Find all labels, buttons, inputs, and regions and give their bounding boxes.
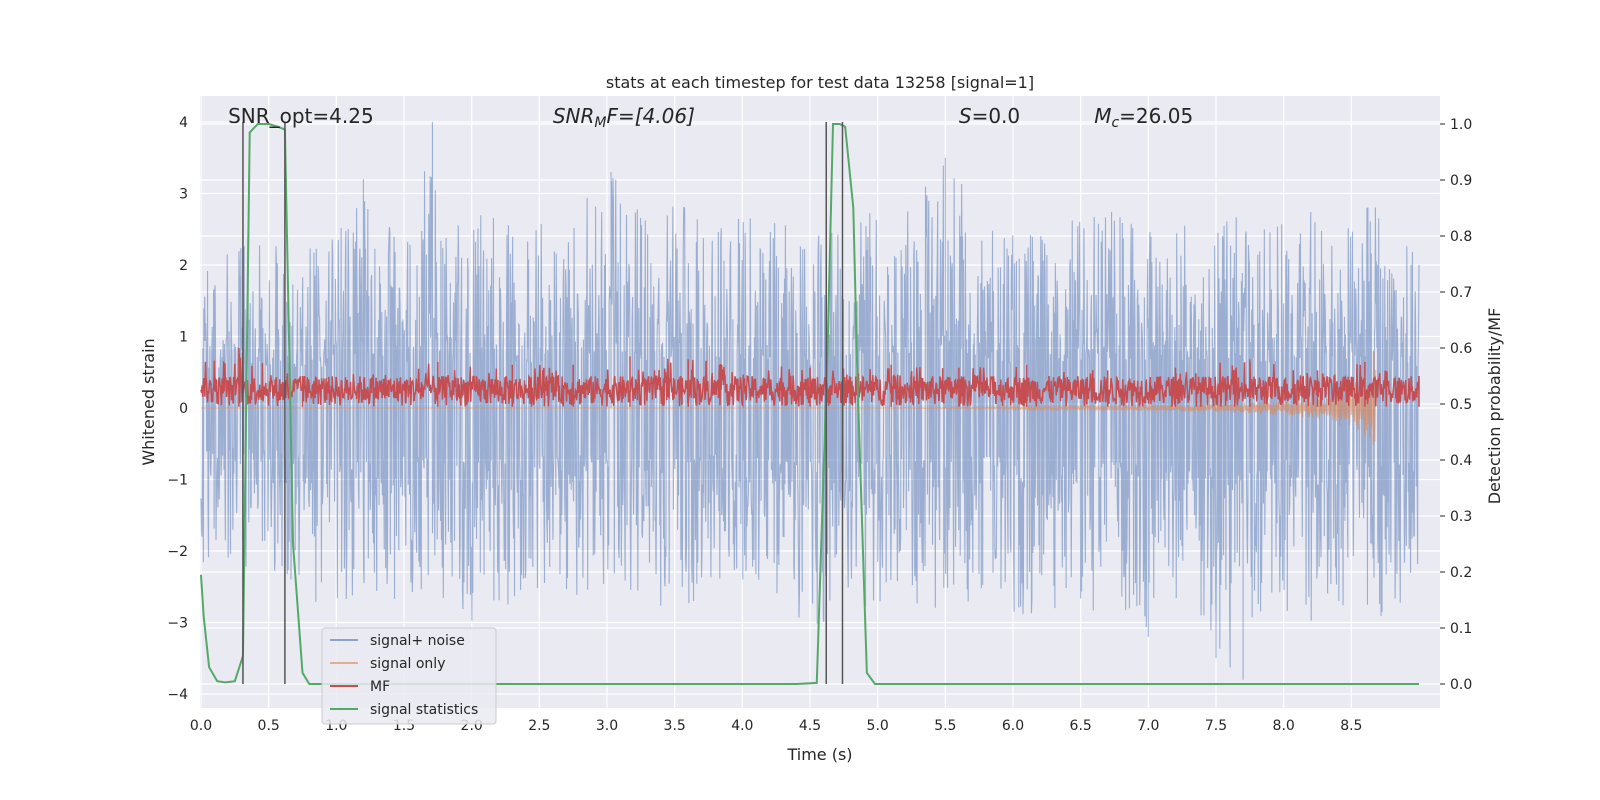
x-tick-label: 0.5 xyxy=(258,718,280,734)
y-left-tick-label: 0 xyxy=(179,401,188,417)
annotations: SNR_opt=4.25 SNRMF=[4.06] S=0.0 Mc=26.05 xyxy=(228,104,1193,131)
x-axis-label: Time (s) xyxy=(786,745,852,764)
x-tick-label: 6.0 xyxy=(1002,718,1024,734)
y-right-tick-label: 0.5 xyxy=(1450,397,1472,413)
x-tick-label: 4.5 xyxy=(799,718,821,734)
chart-title: stats at each timestep for test data 132… xyxy=(606,73,1034,92)
y-left-tick-label: −4 xyxy=(167,687,188,703)
series-signal-only xyxy=(201,352,1377,446)
annotation-snr-opt: SNR_opt=4.25 xyxy=(228,104,374,128)
y-right-tick-labels: 1.0 0.9 0.8 0.7 0.6 0.5 0.4 0.3 0.2 0.1 0.0 xyxy=(1440,117,1472,693)
y-right-tick-label: 1.0 xyxy=(1450,117,1472,133)
y-left-tick-label: 3 xyxy=(179,187,188,203)
x-tick-label: 4.0 xyxy=(731,718,753,734)
y-right-tick-label: 0.4 xyxy=(1450,453,1472,469)
y-right-tick-label: 0.8 xyxy=(1450,229,1472,245)
y-left-tick-labels: 4 3 2 1 0 −1 −2 −3 −4 xyxy=(167,115,188,703)
y-axis-label: Whitened strain xyxy=(139,338,158,465)
y-right-tick-label: 0.0 xyxy=(1450,677,1472,693)
annotation-mc: Mc=26.05 xyxy=(1094,104,1193,131)
y-right-tick-label: 0.6 xyxy=(1450,341,1472,357)
series-mf xyxy=(200,348,1420,409)
y-right-tick-label: 0.7 xyxy=(1450,285,1472,301)
y-right-tick-label: 0.1 xyxy=(1450,621,1472,637)
y-right-tick-label: 0.2 xyxy=(1450,565,1472,581)
x-tick-label: 5.5 xyxy=(934,718,956,734)
x-tick-label: 3.5 xyxy=(664,718,686,734)
x-tick-label: 7.5 xyxy=(1205,718,1227,734)
series-layer xyxy=(200,122,1420,685)
x-tick-label: 6.5 xyxy=(1070,718,1092,734)
legend-label-signal-statistics: signal statistics xyxy=(370,702,478,718)
legend-label-signal-only: signal only xyxy=(370,656,445,672)
series-signal-statistics xyxy=(200,123,1419,685)
vertical-marker-lines xyxy=(242,122,844,684)
y-left-tick-label: 1 xyxy=(179,330,188,346)
x-tick-label: 3.0 xyxy=(596,718,618,734)
x-tick-label: 5.0 xyxy=(867,718,889,734)
y-left-tick-label: −1 xyxy=(167,473,188,489)
annotation-snr-mf: SNRMF=[4.06] xyxy=(553,104,695,131)
y-right-axis-label: Detection probability/MF xyxy=(1485,308,1504,505)
x-tick-label: 8.5 xyxy=(1340,718,1362,734)
x-tick-label: 0.0 xyxy=(190,718,212,734)
series-signal-noise xyxy=(200,122,1420,680)
y-left-tick-label: 2 xyxy=(179,258,188,274)
legend-box xyxy=(321,627,497,725)
x-tick-label: 7.0 xyxy=(1137,718,1159,734)
x-tick-label: 2.5 xyxy=(528,718,550,734)
y-left-tick-label: −3 xyxy=(167,616,188,632)
y-left-tick-label: 4 xyxy=(179,115,188,131)
y-right-tick-label: 0.9 xyxy=(1450,173,1472,189)
annotation-s: S=0.0 xyxy=(959,104,1020,128)
x-tick-label: 8.0 xyxy=(1273,718,1295,734)
legend: signal+ noise signal only MF signal stat… xyxy=(321,627,497,725)
legend-label-mf: MF xyxy=(370,679,390,695)
legend-label-signal-noise: signal+ noise xyxy=(370,633,465,649)
y-right-tick-label: 0.3 xyxy=(1450,509,1472,525)
y-left-tick-label: −2 xyxy=(167,544,188,560)
